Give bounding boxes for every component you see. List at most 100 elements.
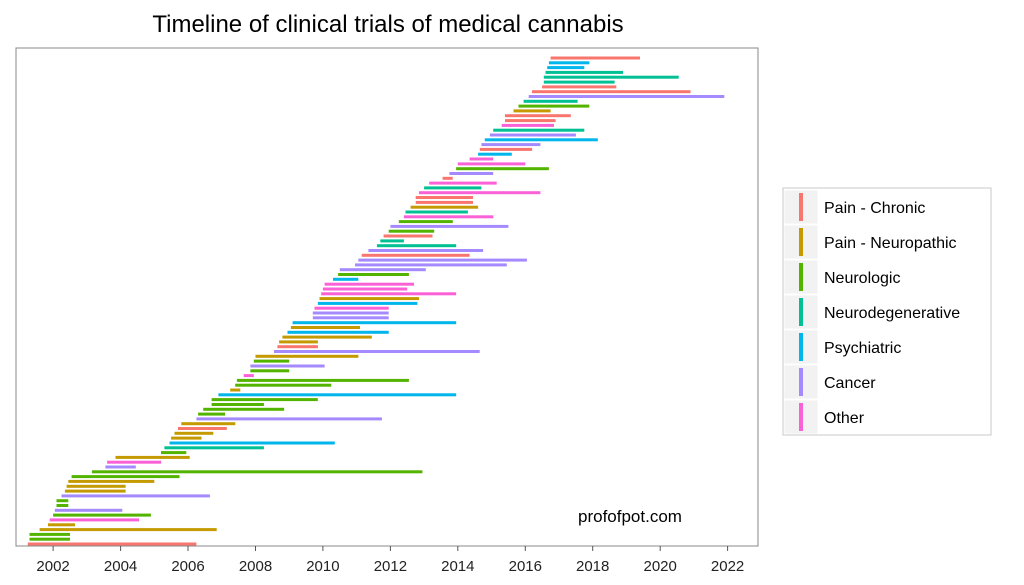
legend-swatch-neurologic: [799, 263, 803, 291]
legend-label-cancer: Cancer: [824, 375, 876, 392]
trial-bar-neurodegenerative: [424, 186, 482, 190]
trial-bar-neurodegenerative: [523, 99, 578, 103]
trial-bar-pain-chronic: [550, 56, 640, 60]
trial-bar-cancer: [274, 350, 480, 353]
trial-bar-pain-chronic: [277, 345, 318, 349]
trial-bar-pain-neuropathic: [255, 354, 359, 358]
x-tick-label: 2004: [104, 558, 137, 575]
trial-bar-neurologic: [398, 220, 453, 224]
trial-bar-other: [429, 181, 497, 185]
legend-swatch-psychiatric: [799, 333, 803, 361]
trial-bar-pain-neuropathic: [181, 422, 236, 426]
trial-bar-neurologic: [29, 532, 70, 536]
x-tick-label: 2010: [306, 558, 339, 575]
trial-bar-cancer: [528, 95, 725, 98]
legend-swatch-cancer: [799, 368, 803, 396]
trial-bar-other: [49, 518, 140, 522]
x-tick-label: 2022: [711, 558, 744, 575]
trial-bar-pain-chronic: [505, 114, 571, 118]
trial-bar-pain-chronic: [177, 427, 227, 430]
x-tick-label: 2012: [374, 558, 407, 575]
trial-bar-pain-chronic: [27, 542, 197, 546]
trial-bar-pain-chronic: [479, 147, 533, 151]
legend-swatch-neurodegenerative: [799, 298, 803, 326]
legend-label-other: Other: [824, 410, 865, 427]
trial-bar-pain-neuropathic: [39, 528, 217, 532]
trial-bar-pain-chronic: [542, 85, 617, 89]
x-tick-label: 2008: [239, 558, 272, 575]
trial-bar-pain-neuropathic: [115, 455, 190, 459]
trial-bar-pain-neuropathic: [282, 335, 372, 339]
trial-bar-neurodegenerative: [543, 75, 679, 79]
trial-bar-other: [324, 282, 414, 286]
trial-bar-pain-neuropathic: [410, 205, 479, 209]
x-tick-label: 2002: [36, 558, 69, 575]
legend-label-neurodegenerative: Neurodegenerative: [824, 305, 960, 322]
trial-bar-other: [457, 162, 526, 166]
trial-bar-cancer: [61, 494, 210, 498]
trial-bar-other: [107, 460, 162, 464]
trial-bar-neurologic: [456, 167, 549, 171]
trial-bar-cancer: [250, 364, 325, 368]
x-tick-label: 2016: [509, 558, 542, 575]
trial-bar-cancer: [339, 268, 426, 272]
trial-bar-psychiatric: [287, 330, 389, 334]
x-axis: 2002 2004 2006 2008 2010 2012 2014 2016 2018 2020…: [36, 546, 744, 575]
trial-bar-neurologic: [235, 383, 332, 387]
trial-bar-pain-neuropathic: [64, 489, 126, 493]
trial-bar-other: [243, 374, 254, 378]
trial-bar-neurologic: [236, 378, 409, 382]
trial-bar-neurologic: [518, 104, 590, 108]
trial-bar-cancer: [355, 263, 507, 267]
trial-bar-neurologic: [211, 398, 318, 402]
legend: Pain - Chronic Pain - Neuropathic Neurolog…: [782, 187, 992, 436]
trial-bar-neurodegenerative: [405, 210, 468, 214]
trial-bar-pain-neuropathic: [48, 523, 75, 527]
trial-bar-pain-neuropathic: [171, 436, 202, 440]
trial-bar-pain-chronic: [415, 200, 473, 204]
legend-label-psychiatric: Psychiatric: [824, 340, 901, 357]
legend-label-pain-chronic: Pain - Chronic: [824, 200, 925, 217]
trial-bar-cancer: [358, 258, 527, 262]
trial-bar-pain-chronic: [415, 196, 473, 199]
legend-label-pain-neuropathic: Pain - Neuropathic: [824, 235, 957, 252]
trial-bar-psychiatric: [169, 441, 335, 445]
trial-bar-neurologic: [56, 499, 69, 503]
trial-bar-cancer: [105, 465, 136, 469]
trial-bar-cancer: [489, 133, 576, 137]
trial-bar-neurologic: [71, 475, 180, 479]
trial-bar-cancer: [54, 508, 123, 512]
trial-bar-neurologic: [56, 504, 69, 507]
trial-bar-pain-neuropathic: [68, 479, 155, 483]
trial-bar-psychiatric: [548, 61, 590, 65]
trial-bar-pain-chronic: [361, 253, 470, 257]
trial-bar-psychiatric: [317, 301, 418, 305]
legend-swatch-pain-neuropathic: [799, 228, 803, 256]
x-tick-label: 2014: [441, 558, 474, 575]
trial-bar-neurologic: [161, 451, 187, 455]
trial-bar-neurodegenerative: [493, 128, 585, 132]
trial-bars: [27, 56, 725, 546]
trial-bar-neurologic: [29, 537, 70, 541]
trial-bar-psychiatric: [547, 66, 585, 70]
trial-bar-neurodegenerative: [376, 244, 457, 248]
trial-bar-pain-neuropathic: [513, 109, 551, 113]
trial-bar-cancer: [449, 172, 494, 175]
trial-bar-neurologic: [211, 403, 264, 406]
trial-bar-neurologic: [198, 412, 226, 416]
trial-bar-cancer: [481, 143, 541, 147]
watermark: profofpot.com: [578, 507, 682, 526]
trial-bar-other: [314, 306, 389, 310]
trial-bar-pain-chronic: [505, 119, 556, 123]
trial-bar-pain-chronic: [532, 90, 691, 94]
trial-bar-neurologic: [203, 407, 285, 411]
trial-bar-pain-neuropathic: [279, 340, 318, 344]
trial-bar-cancer: [390, 224, 509, 228]
trial-bar-psychiatric: [292, 321, 457, 325]
trial-bar-psychiatric: [333, 277, 359, 281]
trial-bar-neurodegenerative: [543, 80, 615, 84]
trial-bar-neurologic: [338, 273, 409, 276]
trial-bar-other: [469, 157, 494, 161]
trial-bar-neurodegenerative: [164, 446, 264, 450]
